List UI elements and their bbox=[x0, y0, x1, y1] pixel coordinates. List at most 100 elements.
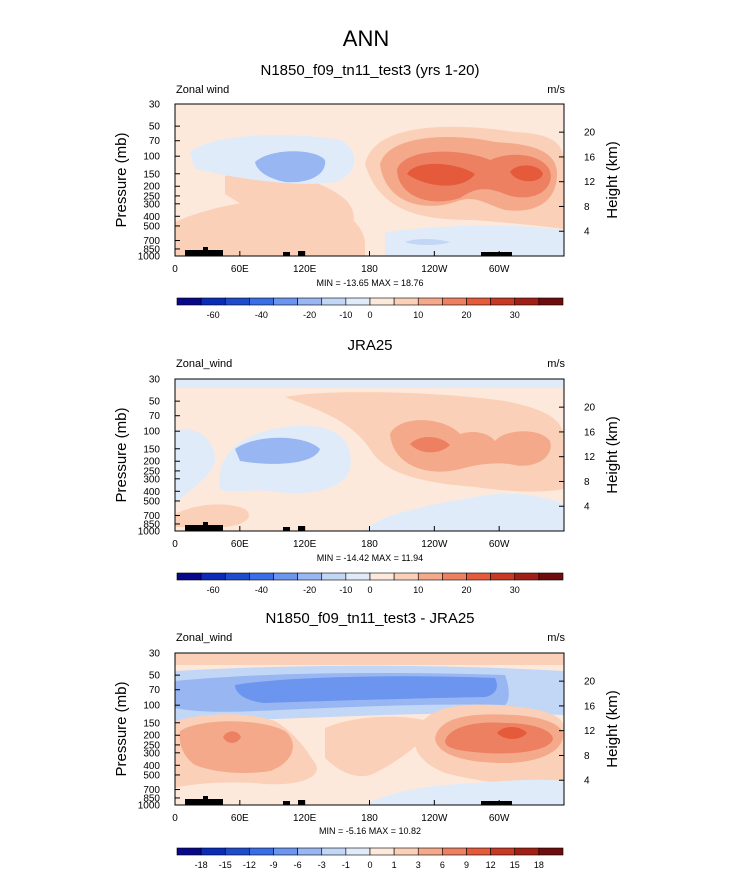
panel-2-title: JRA25 bbox=[347, 337, 392, 354]
colorbar-label: 6 bbox=[440, 860, 445, 870]
y-tick-label: 250 bbox=[143, 466, 160, 477]
y2-tick-label: 16 bbox=[584, 152, 596, 163]
colorbar-swatch bbox=[417, 572, 443, 581]
colorbar-label: 1 bbox=[392, 860, 397, 870]
colorbar-swatch bbox=[200, 572, 226, 581]
x-tick-label: 0 bbox=[172, 539, 178, 550]
colorbar-label: 0 bbox=[367, 860, 372, 870]
colorbar-swatch bbox=[321, 297, 347, 306]
y-tick-label: 50 bbox=[149, 671, 161, 682]
colorbar-swatch bbox=[224, 572, 250, 581]
colorbar-label: 10 bbox=[413, 310, 423, 320]
y2-tick-label: 20 bbox=[584, 677, 596, 688]
colorbar-swatch bbox=[538, 572, 564, 581]
colorbar-label: -60 bbox=[207, 310, 220, 320]
colorbar-swatch bbox=[442, 847, 467, 856]
colorbar-label: -18 bbox=[195, 860, 208, 870]
colorbar-swatch bbox=[393, 572, 419, 581]
y-tick-label: 70 bbox=[149, 685, 161, 696]
y-tick-label: 400 bbox=[143, 212, 160, 223]
colorbar-label: 20 bbox=[461, 585, 471, 595]
panel-3-title: N1850_f09_tn11_test3 - JRA25 bbox=[265, 610, 474, 627]
y-tick-label: 250 bbox=[143, 740, 160, 751]
y2-tick-label: 4 bbox=[584, 227, 590, 238]
colorbar-swatch bbox=[224, 847, 250, 856]
colorbar-label: 20 bbox=[461, 310, 471, 320]
panel-3-right-label: m/s bbox=[547, 632, 565, 644]
colorbar-swatch bbox=[345, 572, 371, 581]
colorbar-swatch bbox=[514, 847, 540, 856]
y2-tick-label: 12 bbox=[584, 177, 596, 188]
colorbar-swatch bbox=[538, 847, 564, 856]
x-tick-label: 60E bbox=[231, 264, 249, 275]
y2-tick-label: 16 bbox=[584, 701, 596, 712]
y-tick-label: 300 bbox=[143, 748, 160, 759]
x-tick-label: 120E bbox=[293, 813, 317, 824]
colorbar-label: 18 bbox=[534, 860, 544, 870]
colorbar-swatch bbox=[369, 297, 395, 306]
x-tick-label: 60E bbox=[231, 813, 249, 824]
y-tick-label: 200 bbox=[143, 182, 160, 193]
colorbar-swatch bbox=[345, 297, 371, 306]
y2-tick-label: 12 bbox=[584, 452, 596, 463]
y2-tick-label: 4 bbox=[584, 502, 590, 513]
y-tick-label: 150 bbox=[143, 169, 160, 180]
colorbar-label: -20 bbox=[303, 585, 316, 595]
x-tick-label: 120E bbox=[293, 264, 317, 275]
panel-2-y2ticks: 20 16 12 8 4 bbox=[559, 403, 596, 513]
x-tick-label: 180 bbox=[361, 813, 378, 824]
panel-1-field bbox=[175, 104, 564, 256]
colorbar-label: 10 bbox=[413, 585, 423, 595]
y2-tick-label: 4 bbox=[584, 776, 590, 787]
colorbar-swatch bbox=[249, 297, 274, 306]
x-tick-label: 0 bbox=[172, 813, 178, 824]
panel-1: N1850_f09_tn11_test3 (yrs 1-20) Zonal wi… bbox=[113, 62, 621, 320]
y-tick-label: 30 bbox=[149, 100, 161, 111]
y-tick-label: 1000 bbox=[138, 527, 161, 538]
panel-2-right-label: m/s bbox=[547, 358, 565, 370]
panel-2-xticks: 0 60E 120E 180 120W 60W bbox=[172, 526, 510, 550]
panel-2-colorbar: -60 -40 -20 -10 0 10 20 30 bbox=[176, 572, 564, 595]
y-tick-label: 50 bbox=[149, 122, 161, 133]
colorbar-swatch bbox=[224, 297, 250, 306]
colorbar-swatch bbox=[466, 572, 491, 581]
y2-tick-label: 8 bbox=[584, 751, 590, 762]
colorbar-swatch bbox=[297, 847, 323, 856]
x-tick-label: 60W bbox=[489, 813, 510, 824]
y-tick-label: 700 bbox=[143, 236, 160, 247]
colorbar-swatch bbox=[200, 297, 226, 306]
panel-3-ylabel: Pressure (mb) bbox=[113, 681, 130, 776]
colorbar-swatch bbox=[345, 847, 371, 856]
y-tick-label: 850 bbox=[143, 793, 160, 804]
panel-1-ylabel: Pressure (mb) bbox=[113, 132, 130, 227]
y-tick-label: 1000 bbox=[138, 252, 161, 263]
colorbar-swatch bbox=[514, 297, 540, 306]
colorbar-swatch bbox=[490, 297, 516, 306]
y-tick-label: 850 bbox=[143, 244, 160, 255]
colorbar-swatch bbox=[200, 847, 226, 856]
y-tick-label: 200 bbox=[143, 731, 160, 742]
colorbar-swatch bbox=[249, 847, 274, 856]
colorbar-label: -12 bbox=[243, 860, 256, 870]
panel-1-colorbar: -60 -40 -20 -10 0 10 20 30 bbox=[176, 297, 564, 320]
colorbar-swatch bbox=[442, 297, 467, 306]
x-tick-label: 60E bbox=[231, 539, 249, 550]
colorbar-swatch bbox=[273, 572, 298, 581]
colorbar-swatch bbox=[249, 572, 274, 581]
y2-tick-label: 12 bbox=[584, 726, 596, 737]
y2-tick-label: 16 bbox=[584, 427, 596, 438]
colorbar-label: -10 bbox=[339, 585, 352, 595]
x-tick-label: 60W bbox=[489, 264, 510, 275]
y-tick-label: 70 bbox=[149, 136, 161, 147]
panel-3-colorbar: -18 -15 -12 -9 -6 -3 -1 0 1 3 6 9 12 15 18 bbox=[176, 847, 564, 870]
y-tick-label: 400 bbox=[143, 487, 160, 498]
x-tick-label: 120W bbox=[421, 264, 448, 275]
y-tick-label: 700 bbox=[143, 785, 160, 796]
colorbar-swatch bbox=[273, 297, 298, 306]
colorbar-swatch bbox=[321, 847, 347, 856]
panel-3-field bbox=[175, 653, 564, 805]
colorbar-swatch bbox=[297, 572, 323, 581]
